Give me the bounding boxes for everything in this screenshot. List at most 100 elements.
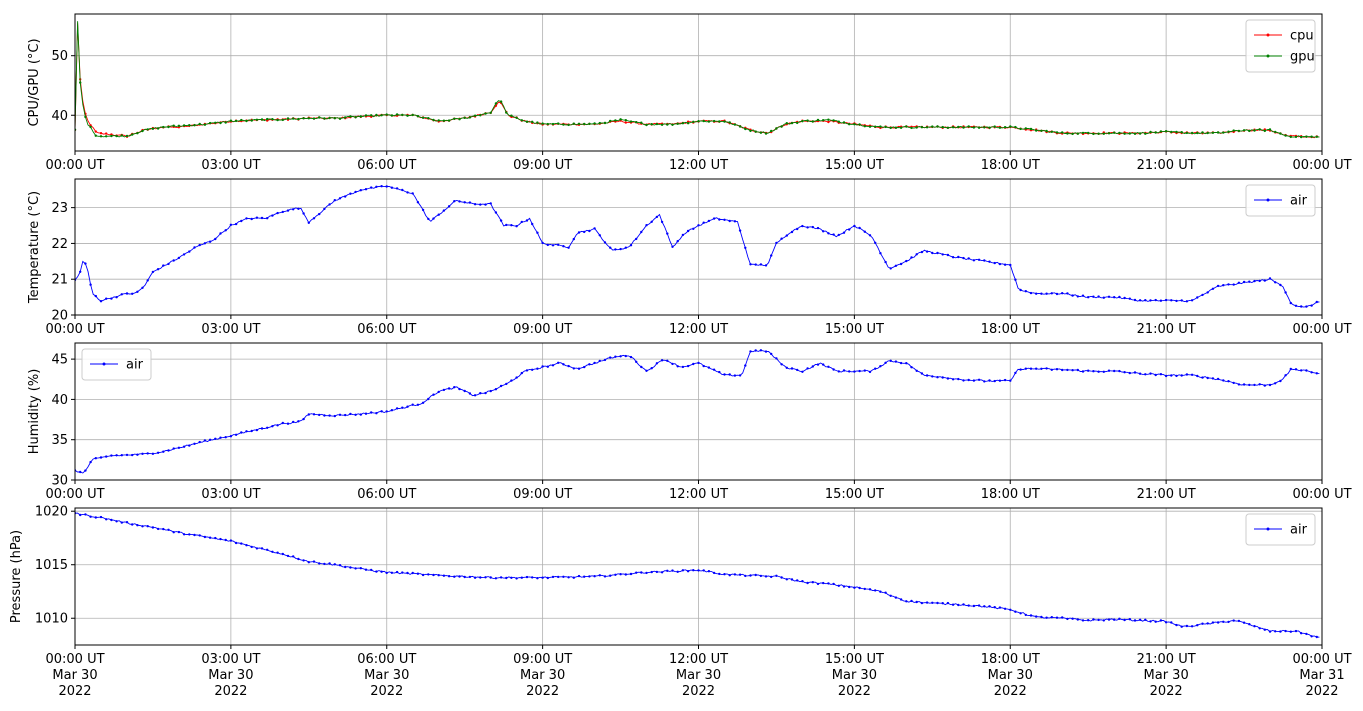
data-point	[993, 125, 996, 128]
data-point	[977, 378, 981, 381]
data-point	[105, 297, 108, 300]
data-point	[1305, 305, 1308, 308]
data-point	[479, 114, 482, 117]
data-point	[1222, 620, 1225, 623]
data-point	[390, 114, 394, 117]
data-point	[447, 205, 451, 208]
data-point	[1118, 617, 1121, 620]
data-point	[822, 581, 825, 585]
data-point	[1081, 294, 1085, 297]
data-point	[1242, 621, 1246, 624]
x-tick-label: 15:00 UT	[825, 322, 884, 337]
y-axis-label: Humidity (%)	[27, 369, 42, 455]
data-point	[125, 292, 129, 295]
y-tick-label: 1015	[35, 558, 68, 573]
data-point	[988, 605, 991, 608]
data-point	[1128, 297, 1132, 300]
data-point	[806, 119, 809, 122]
data-point	[1206, 291, 1209, 294]
data-point	[94, 457, 98, 460]
data-point	[364, 188, 368, 191]
data-point	[1310, 371, 1313, 374]
data-point	[1232, 619, 1235, 622]
data-point	[276, 551, 279, 554]
data-point	[437, 574, 440, 577]
data-point	[1222, 284, 1225, 287]
data-point	[1258, 627, 1261, 630]
data-point	[941, 125, 944, 129]
data-point	[718, 370, 721, 374]
data-point	[1227, 130, 1230, 133]
data-point	[863, 125, 866, 128]
data-point	[1040, 292, 1043, 295]
data-point	[79, 81, 82, 84]
data-point	[307, 561, 310, 564]
data-point	[1050, 292, 1054, 295]
data-point	[1216, 131, 1220, 134]
data-point	[858, 586, 861, 590]
data-point	[1040, 129, 1043, 132]
data-point	[99, 132, 103, 135]
data-point	[1216, 377, 1220, 381]
data-point	[141, 286, 144, 289]
data-point	[125, 134, 129, 138]
data-point	[551, 122, 555, 126]
data-point	[702, 221, 705, 224]
data-point	[99, 515, 103, 519]
data-point	[1003, 263, 1007, 266]
data-point	[136, 132, 139, 135]
y-tick-label: 40	[51, 393, 68, 408]
data-point	[718, 218, 721, 221]
data-point	[1040, 615, 1043, 619]
data-point	[1092, 295, 1095, 298]
x-tick-label: 15:00 UT	[825, 487, 884, 502]
data-point	[484, 203, 487, 206]
series-air	[75, 349, 1320, 474]
data-point	[416, 201, 420, 204]
data-point	[151, 526, 155, 529]
data-point	[1050, 616, 1054, 619]
data-point	[562, 575, 565, 578]
data-point	[411, 403, 414, 406]
data-point	[245, 119, 248, 123]
data-point	[1190, 131, 1194, 135]
data-point	[1128, 132, 1132, 135]
data-point	[811, 120, 814, 123]
data-point	[676, 240, 679, 243]
data-point	[172, 259, 175, 262]
data-point	[182, 253, 186, 256]
data-point	[193, 124, 196, 127]
data-point	[468, 116, 472, 119]
series-air	[75, 512, 1320, 639]
data-point	[84, 262, 87, 265]
data-point	[536, 367, 539, 370]
data-point	[1149, 372, 1152, 375]
data-point	[842, 369, 846, 372]
data-point	[577, 367, 581, 370]
data-point	[1045, 292, 1048, 295]
data-point	[1248, 129, 1251, 133]
data-point	[770, 129, 773, 133]
data-point	[479, 203, 482, 206]
data-point	[541, 241, 544, 245]
data-point	[110, 297, 113, 300]
data-point	[271, 118, 274, 121]
data-point	[572, 367, 575, 370]
data-point	[1107, 295, 1111, 298]
data-point	[1024, 367, 1028, 370]
data-point	[297, 117, 300, 121]
data-point	[167, 528, 170, 531]
data-point	[1196, 296, 1199, 299]
data-point	[105, 518, 108, 521]
data-point	[406, 191, 409, 194]
data-point	[120, 454, 124, 457]
data-point	[1300, 632, 1303, 635]
data-point	[312, 413, 316, 416]
data-point	[224, 121, 227, 124]
data-point	[281, 210, 284, 214]
data-point	[868, 234, 872, 237]
data-point	[1149, 620, 1152, 623]
data-point	[395, 113, 399, 116]
data-point	[541, 122, 544, 125]
